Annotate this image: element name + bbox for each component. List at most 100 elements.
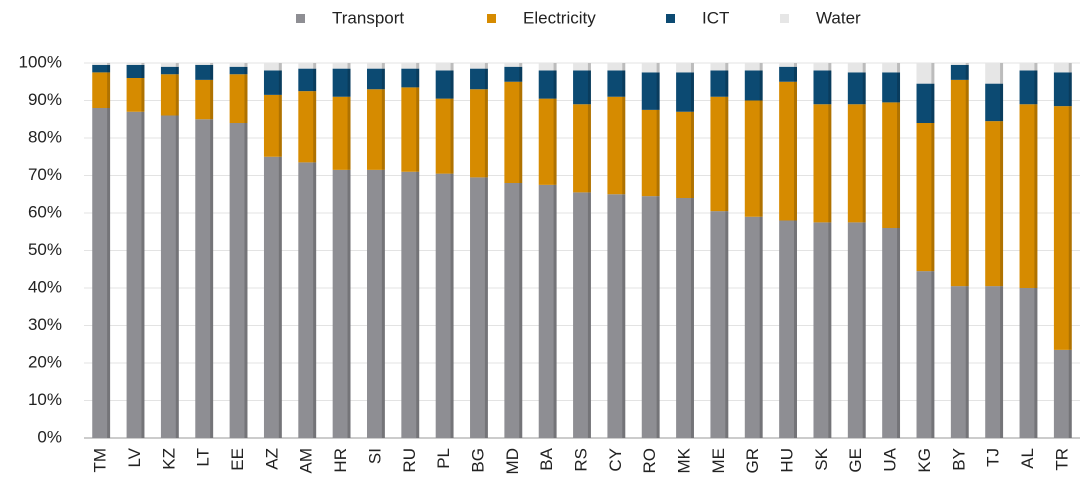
bar-side [1034, 288, 1038, 438]
bar-side [107, 108, 111, 438]
bar-segment [710, 211, 729, 438]
bar-segment [710, 63, 729, 71]
x-tick-label: GR [743, 448, 762, 474]
x-tick-label: SI [365, 448, 384, 464]
bar-side [793, 66, 797, 82]
bar-segment [710, 96, 729, 212]
bar-segment [847, 222, 866, 438]
bar-segment [573, 63, 591, 71]
bar-side [175, 74, 179, 116]
x-tick-label: ME [709, 448, 728, 474]
bar-side [690, 63, 694, 73]
x-tick-label: RU [400, 448, 419, 473]
bar-side [656, 72, 660, 110]
bar-segment [916, 123, 935, 272]
bar-side [210, 79, 214, 120]
bar-segment [160, 66, 179, 75]
bar-side [553, 184, 557, 438]
bar-side [931, 123, 935, 272]
bar-side [1000, 63, 1004, 84]
bar-segment [676, 111, 694, 198]
bar-side [553, 70, 557, 99]
x-tick-label: HR [331, 448, 350, 473]
bar-segment [641, 72, 660, 110]
bar-side [759, 70, 763, 101]
bar-side [587, 192, 591, 438]
bar-segment [401, 171, 420, 438]
bar-segment [92, 72, 111, 108]
bar-segment [298, 91, 317, 163]
bar-side [347, 169, 351, 438]
bar-segment [401, 68, 420, 88]
bar-side [313, 162, 317, 438]
bar-segment [263, 70, 282, 95]
bar-side [793, 81, 797, 221]
bar-segment [229, 63, 248, 67]
bar-side [862, 222, 866, 438]
bar-segment [573, 104, 591, 193]
bar-segment [744, 70, 763, 101]
bar-segment [229, 66, 248, 75]
bar-side [793, 63, 797, 67]
bar-side [381, 169, 385, 438]
bar-segment [229, 123, 248, 438]
bar-side [519, 81, 523, 183]
bar-side [622, 70, 626, 97]
bar-side [622, 63, 626, 71]
bar-segment [160, 115, 179, 438]
bar-segment [641, 63, 660, 73]
bar-side [519, 63, 523, 67]
bar-side [175, 63, 179, 67]
bar-segment [813, 70, 832, 105]
bar-segment [710, 70, 729, 97]
bar-side [690, 198, 694, 438]
bar-segment [607, 70, 626, 97]
bar-side [690, 72, 694, 112]
bar-segment [607, 63, 626, 71]
bar-side [862, 63, 866, 73]
bar-segment [504, 81, 523, 183]
bar-side [141, 63, 145, 65]
x-tick-label: BG [468, 448, 487, 473]
bar-segment [744, 100, 763, 217]
bar-segment [882, 102, 901, 228]
x-tick-label: RO [640, 448, 659, 474]
bar-segment [435, 70, 454, 99]
bar-side [519, 66, 523, 82]
legend-swatch [666, 14, 675, 23]
legend-label: Transport [332, 8, 404, 27]
x-tick-label: AL [1018, 448, 1037, 469]
x-tick-label: AZ [262, 448, 281, 470]
bar-segment [263, 94, 282, 157]
bar-segment [950, 286, 969, 438]
bar-side [690, 111, 694, 198]
bar-segment [332, 68, 351, 97]
y-tick-label: 10% [28, 390, 62, 409]
bar-segment [676, 63, 694, 73]
bar-side [553, 98, 557, 185]
bar-side [828, 63, 832, 71]
bar-side [244, 63, 248, 67]
x-tick-label: HU [778, 448, 797, 473]
bar-side [107, 72, 111, 108]
y-tick-label: 80% [28, 127, 62, 146]
bar-segment [126, 111, 145, 438]
bar-segment [916, 83, 935, 123]
bar-side [484, 68, 488, 90]
bar-segment [985, 121, 1004, 287]
bar-segment [950, 63, 969, 65]
bar-segment [779, 63, 797, 67]
bar-segment [779, 66, 797, 82]
bar-side [725, 96, 729, 212]
bar-side [553, 63, 557, 71]
bar-side [484, 177, 488, 438]
bar-side [897, 63, 901, 73]
bar-side [313, 63, 317, 69]
bar-segment [1053, 349, 1072, 438]
bar-side [587, 63, 591, 71]
bar-side [1034, 104, 1038, 288]
bar-side [622, 96, 626, 195]
bar-side [278, 63, 282, 71]
x-tick-label: KG [915, 448, 934, 473]
legend-label: Water [816, 8, 861, 27]
